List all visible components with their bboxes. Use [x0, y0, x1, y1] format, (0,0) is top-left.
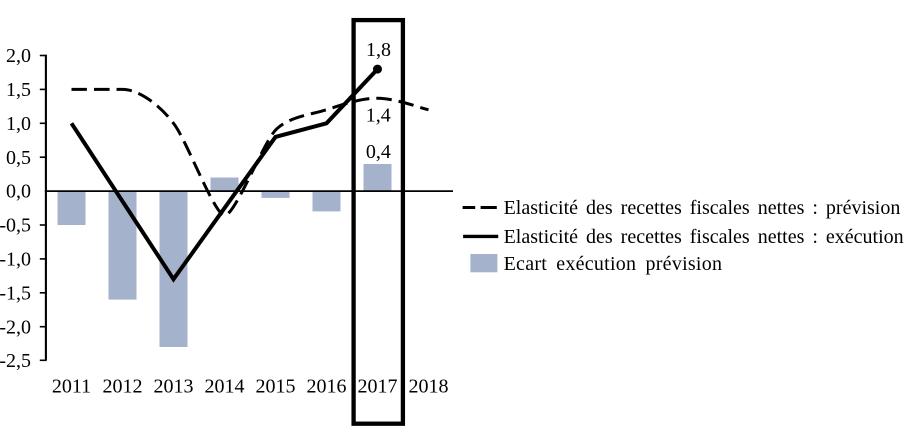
svg-text:2018: 2018: [409, 375, 449, 397]
svg-text:1,5: 1,5: [6, 79, 31, 101]
svg-text:-2,5: -2,5: [0, 350, 31, 372]
svg-text:Ecart exécution prévision: Ecart exécution prévision: [504, 253, 723, 275]
svg-text:Elasticité des recettes fiscal: Elasticité des recettes fiscales nettes …: [504, 197, 901, 219]
svg-text:-2,0: -2,0: [0, 316, 31, 338]
svg-text:Elasticité des recettes fiscal: Elasticité des recettes fiscales nettes …: [504, 226, 904, 248]
svg-text:-1,0: -1,0: [0, 249, 31, 271]
svg-text:2011: 2011: [52, 375, 91, 397]
svg-text:2012: 2012: [103, 375, 143, 397]
svg-text:0,4: 0,4: [366, 141, 391, 163]
svg-text:2015: 2015: [256, 375, 296, 397]
svg-text:-0,5: -0,5: [0, 215, 31, 237]
svg-text:1,8: 1,8: [366, 39, 391, 61]
svg-text:0,5: 0,5: [6, 147, 31, 169]
svg-text:0,0: 0,0: [6, 181, 31, 203]
svg-text:-1,5: -1,5: [0, 282, 31, 304]
svg-text:2016: 2016: [307, 375, 347, 397]
svg-text:2013: 2013: [154, 375, 194, 397]
svg-text:1,4: 1,4: [366, 104, 391, 126]
svg-text:2,0: 2,0: [6, 45, 31, 67]
svg-text:2014: 2014: [205, 375, 245, 397]
svg-text:2017: 2017: [358, 375, 398, 397]
svg-text:1,0: 1,0: [6, 113, 31, 135]
